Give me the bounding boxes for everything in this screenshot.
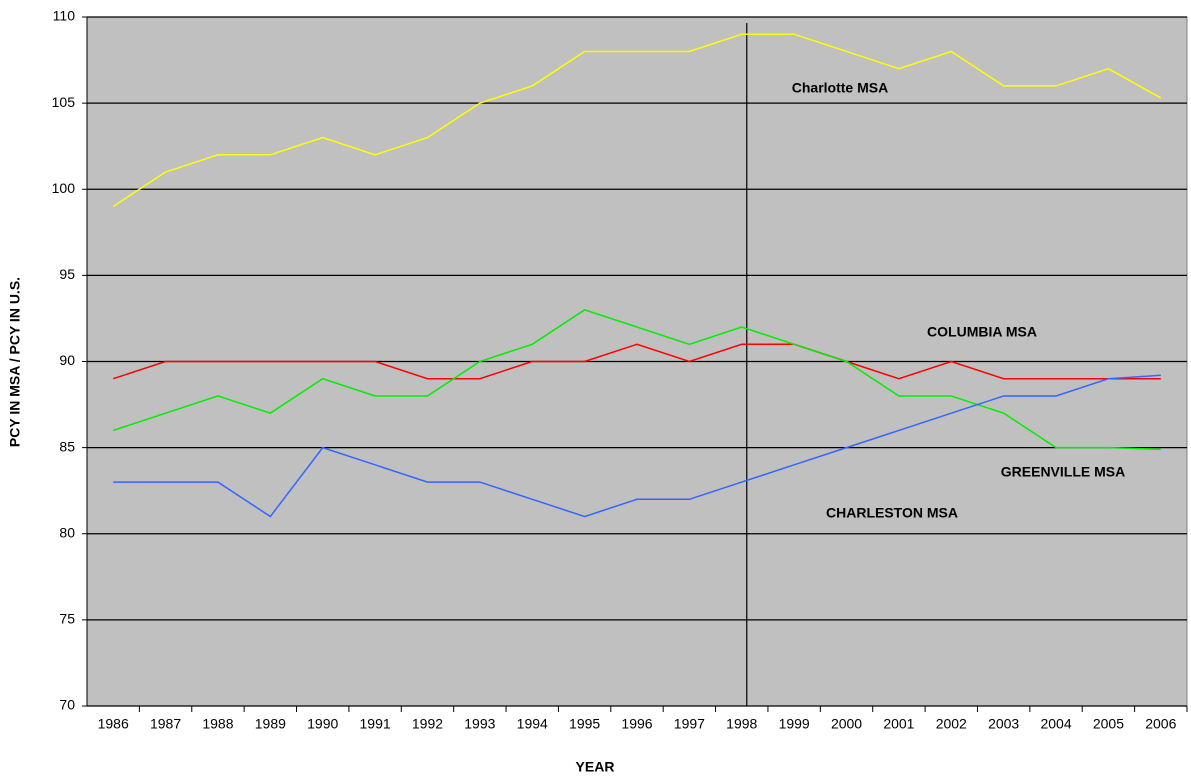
series-line [112, 308, 1161, 451]
y-tick-label: 95 [59, 266, 75, 282]
series-line [112, 343, 1161, 380]
y-tick-label: 105 [52, 94, 76, 110]
x-tick-label: 1996 [621, 716, 652, 732]
y-tick-label: 110 [53, 8, 76, 24]
x-tick-label: 1990 [307, 716, 338, 732]
x-tick-label: 2006 [1145, 716, 1176, 732]
y-tick-label: 70 [59, 697, 75, 713]
x-tick-label: 2002 [936, 716, 967, 732]
series-label: COLUMBIA MSA [927, 324, 1037, 340]
y-axis-title: PCY IN MSA / PCY IN U.S. [7, 277, 23, 447]
x-tick-label: 1989 [255, 716, 286, 732]
x-tick-label: 1991 [360, 716, 391, 732]
y-tick-label: 90 [59, 352, 75, 368]
x-tick-label: 1994 [517, 716, 548, 732]
y-tick-label: 85 [59, 438, 75, 454]
series-label: CHARLESTON MSA [826, 505, 958, 521]
y-tick-label: 75 [59, 611, 75, 627]
x-tick-label: 1986 [98, 716, 129, 732]
x-tick-label: 1993 [464, 716, 495, 732]
series-label: Charlotte MSA [792, 80, 888, 96]
x-tick-label: 1992 [412, 716, 443, 732]
x-axis-title: YEAR [576, 759, 615, 775]
x-tick-label: 2005 [1093, 716, 1124, 732]
series-line [113, 374, 1161, 518]
x-tick-label: 2001 [883, 716, 914, 732]
x-tick-label: 1987 [150, 716, 181, 732]
x-tick-label: 2003 [988, 716, 1019, 732]
x-tick-label: 2004 [1040, 716, 1071, 732]
x-tick-label: 1999 [779, 716, 810, 732]
x-tick-label: 1995 [569, 716, 600, 732]
x-tick-label: 1998 [726, 716, 757, 732]
x-tick-label: 2000 [831, 716, 862, 732]
series-label: GREENVILLE MSA [1001, 464, 1125, 480]
series-line [112, 33, 1162, 208]
y-tick-label: 100 [52, 180, 76, 196]
y-tick-label: 80 [59, 524, 75, 540]
x-tick-label: 1997 [674, 716, 705, 732]
x-tick-label: 1988 [202, 716, 233, 732]
